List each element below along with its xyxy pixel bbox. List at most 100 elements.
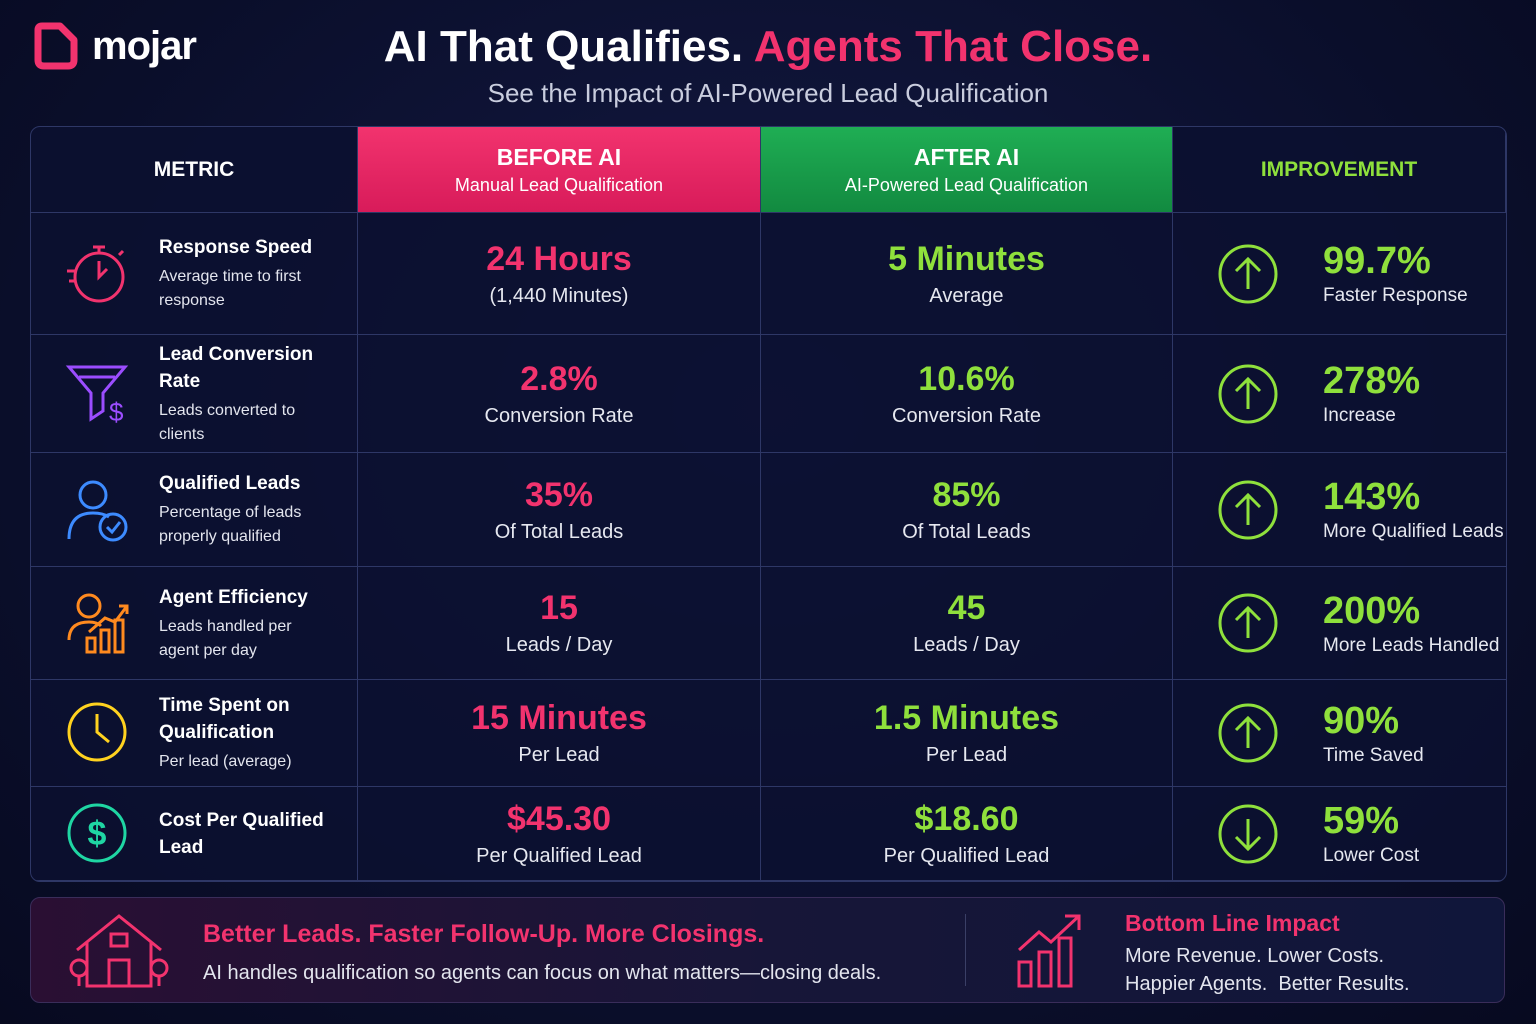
arrow-icon [1218, 703, 1278, 763]
after-cell: $18.60 Per Qualified Lead [761, 787, 1173, 881]
after-value: 10.6% [918, 359, 1015, 398]
title-white: AI That Qualifies. [383, 22, 744, 71]
after-unit: Per Lead [925, 744, 1008, 766]
improvement-label: Increase [1323, 405, 1396, 426]
after-unit: Of Total Leads [902, 520, 1031, 543]
metric-title: Cost Per Qualified Lead [159, 809, 324, 858]
improvement-value: 143% [1323, 476, 1421, 518]
before-unit: Leads / Day [505, 634, 613, 656]
metric-description: Leads handled per agent per day [159, 617, 292, 659]
after-cell: 85% Of Total Leads [761, 453, 1173, 567]
metric-icon: $ [67, 803, 127, 862]
logo-text: mojar [92, 23, 197, 68]
after-cell: 5 Minutes Average [761, 213, 1173, 335]
metric-cell: $ Lead Conversion Rate Leads converted to … [31, 335, 358, 453]
metric-description: Percentage of leads properly qualified [159, 504, 302, 545]
svg-text:$: $ [88, 815, 107, 853]
footer-right-text: More Revenue. Lower Costs. Happier Agent… [1125, 945, 1410, 995]
after-value: 1.5 Minutes [873, 699, 1060, 737]
metric-title: Agent Efficiency [159, 586, 308, 608]
after-value: 5 Minutes [888, 239, 1045, 278]
header-title: IMPROVEMENT [1260, 157, 1418, 181]
header-cell: IMPROVEMENT [1173, 127, 1506, 213]
improvement-label: More Qualified Leads [1323, 521, 1504, 542]
before-unit: (1,440 Minutes) [489, 284, 629, 307]
metric-icon [67, 702, 127, 762]
improvement-cell: 200% More Leads Handled [1173, 567, 1506, 680]
header-title: AFTER AI [913, 143, 1020, 170]
metric-text: Response Speed Average time to first resp… [159, 234, 349, 313]
before-cell: 15 Minutes Per Lead [358, 680, 761, 787]
improvement-value: 90% [1323, 699, 1400, 742]
improvement-value: 278% [1323, 360, 1421, 402]
svg-text:$: $ [109, 397, 124, 427]
before-value: 15 Minutes [471, 699, 647, 737]
after-value: $18.60 [914, 799, 1019, 838]
before-value: 35% [524, 475, 594, 514]
before-cell: 15 Leads / Day [358, 567, 761, 680]
footer-right-title: Bottom Line Impact [1125, 910, 1340, 936]
arrow-icon [1218, 480, 1278, 539]
arrow-icon [1218, 804, 1278, 863]
after-unit: Per Qualified Lead [883, 844, 1050, 867]
metric-title: Response Speed [159, 237, 313, 258]
metric-cell: Agent Efficiency Leads handled per agent … [31, 567, 358, 680]
title: AI That Qualifies. Agents That Close. [0, 22, 1536, 72]
footer-left-text: AI handles qualification so agents can f… [203, 962, 882, 984]
footer-left-title: Better Leads. Faster Follow-Up. More Clo… [203, 920, 765, 948]
metric-text: Agent Efficiency Leads handled per agent … [159, 584, 349, 663]
house-icon [69, 914, 169, 988]
before-value: 24 Hours [486, 239, 632, 278]
metric-text: Cost Per Qualified Lead [159, 807, 349, 861]
improvement-value: 200% [1323, 589, 1421, 632]
footer: Better Leads. Faster Follow-Up. More Clo… [30, 897, 1505, 1003]
improvement-cell: 59% Lower Cost [1173, 787, 1506, 881]
before-value: $45.30 [507, 799, 611, 838]
logo: mojar [32, 22, 197, 70]
metric-title: Qualified Leads [159, 473, 301, 494]
improvement-text: 99.7% Faster Response [1323, 240, 1468, 307]
metric-title: Time Spent on Qualification [159, 695, 290, 743]
before-cell: 24 Hours (1,440 Minutes) [358, 213, 761, 335]
growth-icon [1017, 914, 1081, 988]
before-unit: Conversion Rate [484, 404, 634, 427]
arrow-icon [1218, 364, 1278, 423]
after-unit: Leads / Day [913, 634, 1020, 656]
header-cell: METRIC [31, 127, 358, 213]
after-unit: Average [929, 284, 1004, 307]
after-unit: Conversion Rate [892, 404, 1041, 427]
improvement-text: 143% More Qualified Leads [1323, 476, 1504, 543]
metric-cell: Time Spent on Qualification Per lead (ave… [31, 680, 358, 787]
before-cell: $45.30 Per Qualified Lead [358, 787, 761, 881]
title-pink: Agents That Close. [753, 22, 1153, 71]
header-cell: BEFORE AI Manual Lead Qualification [358, 127, 761, 213]
metric-description: Leads converted to clients [159, 401, 296, 443]
after-cell: 1.5 Minutes Per Lead [761, 680, 1173, 787]
comparison-table: METRIC BEFORE AI Manual Lead Qualification… [30, 126, 1507, 882]
improvement-value: 99.7% [1323, 240, 1431, 282]
metric-description: Per lead (average) [159, 753, 292, 770]
improvement-cell: 90% Time Saved [1173, 680, 1506, 787]
improvement-cell: 143% More Qualified Leads [1173, 453, 1506, 567]
metric-icon [67, 593, 129, 654]
improvement-label: More Leads Handled [1323, 634, 1500, 656]
after-value: 85% [932, 475, 1001, 514]
before-value: 2.8% [520, 359, 598, 398]
before-cell: 35% Of Total Leads [358, 453, 761, 567]
header-title: METRIC [153, 157, 235, 181]
before-unit: Of Total Leads [494, 520, 624, 543]
after-value: 45 [947, 589, 986, 627]
arrow-icon [1218, 244, 1278, 303]
divider [965, 914, 966, 986]
metric-icon [67, 480, 128, 541]
improvement-text: 90% Time Saved [1323, 700, 1424, 767]
after-cell: 45 Leads / Day [761, 567, 1173, 680]
improvement-text: 200% More Leads Handled [1323, 590, 1499, 657]
improvement-cell: 99.7% Faster Response [1173, 213, 1506, 335]
metric-text: Qualified Leads Percentage of leads prope… [159, 470, 349, 549]
metric-description: Average time to first response [159, 268, 301, 309]
before-unit: Per Lead [518, 744, 600, 766]
arrow-icon [1218, 593, 1278, 653]
subtitle: See the Impact of AI-Powered Lead Qualif… [487, 78, 1049, 108]
